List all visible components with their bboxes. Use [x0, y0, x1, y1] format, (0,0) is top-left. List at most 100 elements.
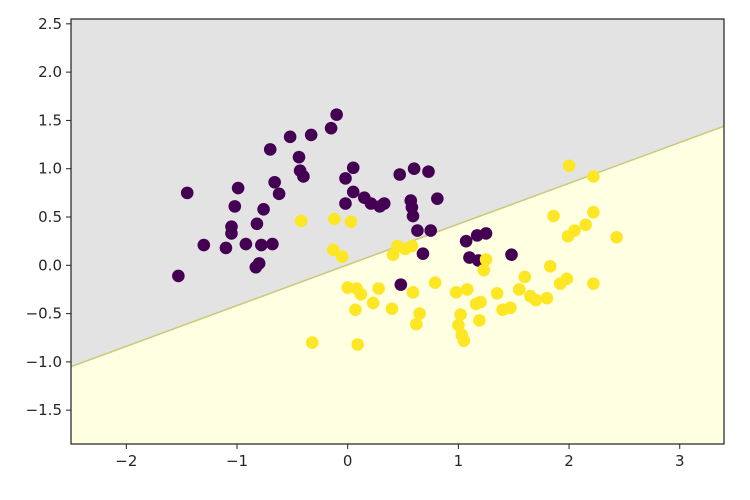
- data-point: [377, 197, 391, 210]
- y-tick-label: 1.0: [38, 160, 62, 178]
- data-point: [349, 303, 362, 317]
- data-point: [529, 293, 543, 307]
- data-point: [263, 143, 277, 156]
- series-1: [294, 159, 623, 351]
- data-point: [257, 202, 270, 216]
- data-point: [324, 121, 338, 135]
- data-point: [474, 295, 487, 309]
- data-point: [562, 159, 576, 173]
- data-point: [449, 286, 463, 299]
- data-point: [335, 250, 349, 263]
- data-point: [413, 307, 426, 320]
- data-point: [459, 234, 473, 248]
- data-point: [473, 314, 486, 327]
- data-point: [180, 186, 194, 200]
- data-point: [266, 237, 279, 251]
- data-point: [231, 181, 245, 195]
- data-point: [479, 227, 493, 240]
- x-tick-label: 1: [454, 452, 464, 470]
- data-point: [457, 334, 471, 347]
- data-point: [252, 257, 266, 270]
- data-point: [372, 282, 385, 295]
- data-point: [406, 286, 420, 299]
- x-axis: −2 −1 0 1 2 3: [115, 444, 685, 470]
- y-tick-label: 2.5: [38, 15, 62, 33]
- data-point: [547, 209, 560, 223]
- data-point: [452, 318, 465, 332]
- x-tick-label: 2: [564, 452, 574, 470]
- data-point: [454, 308, 467, 321]
- data-point: [560, 272, 574, 286]
- data-point: [411, 224, 424, 237]
- data-point: [366, 296, 380, 310]
- data-point: [304, 128, 318, 142]
- data-point: [479, 253, 493, 266]
- data-point: [292, 150, 306, 164]
- data-point: [540, 291, 554, 305]
- data-point: [610, 230, 623, 244]
- data-point: [339, 172, 352, 185]
- data-point: [543, 259, 557, 273]
- data-point: [346, 185, 360, 199]
- data-point: [460, 283, 474, 296]
- data-point: [330, 108, 343, 121]
- data-point: [305, 336, 319, 349]
- data-point: [239, 237, 253, 251]
- x-tick-label: 0: [343, 452, 353, 470]
- data-point: [346, 161, 360, 175]
- data-point: [354, 287, 368, 301]
- data-point: [351, 338, 364, 351]
- data-point: [416, 247, 430, 261]
- data-point: [385, 302, 399, 316]
- data-point: [294, 214, 308, 228]
- data-point: [328, 212, 341, 226]
- data-point: [297, 170, 310, 183]
- data-point: [422, 165, 435, 178]
- data-point: [579, 218, 592, 232]
- data-points: [172, 108, 623, 351]
- data-point: [327, 243, 340, 257]
- data-point: [587, 170, 600, 183]
- data-point: [219, 241, 233, 255]
- data-point: [394, 278, 408, 291]
- data-point: [268, 175, 281, 189]
- data-point: [587, 277, 600, 290]
- plot-frame: [70, 18, 725, 445]
- upper-region: [71, 19, 724, 367]
- y-tick-label: 1.5: [38, 111, 62, 129]
- data-point: [477, 263, 491, 277]
- data-point: [405, 239, 419, 253]
- data-point: [344, 215, 358, 229]
- data-point: [410, 317, 423, 331]
- y-tick-label: −1.5: [26, 401, 62, 419]
- data-point: [587, 205, 600, 219]
- y-tick-label: 0.5: [38, 208, 62, 226]
- data-point: [255, 238, 268, 252]
- data-point: [283, 130, 297, 144]
- decision-regions: [71, 19, 724, 444]
- data-point: [512, 283, 526, 296]
- data-point: [228, 200, 242, 213]
- data-point: [428, 276, 442, 289]
- data-point: [172, 269, 185, 283]
- y-tick-label: 2.0: [38, 63, 62, 81]
- data-point: [505, 248, 518, 261]
- data-point: [393, 168, 407, 181]
- data-point: [250, 217, 264, 231]
- y-tick-label: 0.0: [38, 256, 62, 274]
- data-point: [197, 238, 211, 252]
- data-point: [518, 270, 532, 284]
- data-point: [490, 287, 504, 300]
- data-point: [431, 192, 444, 205]
- data-point: [568, 224, 581, 237]
- y-tick-label: −0.5: [26, 305, 62, 323]
- data-point: [424, 224, 438, 237]
- data-point: [504, 301, 517, 315]
- x-tick-label: −1: [226, 452, 248, 470]
- x-tick-label: 3: [675, 452, 685, 470]
- y-tick-label: −1.0: [26, 353, 62, 371]
- y-axis: −1.5 −1.0 −0.5 0.0 0.5 1.0 1.5 2.0 2.5: [26, 15, 71, 419]
- data-point: [339, 197, 352, 210]
